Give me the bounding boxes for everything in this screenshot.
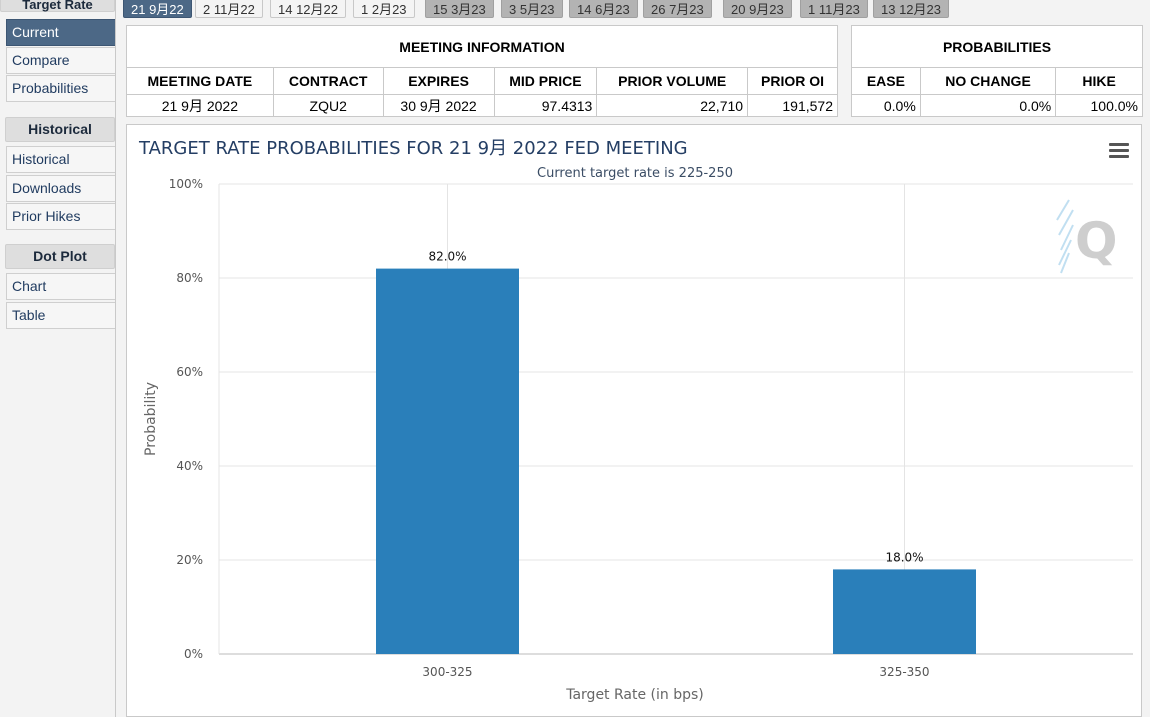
bar-300-325[interactable] [376, 268, 519, 654]
chart-title: TARGET RATE PROBABILITIES FOR 21 9月 2022… [139, 138, 688, 159]
y-tick-label: 60% [176, 365, 203, 379]
col-hike: HIKE [1055, 67, 1143, 95]
bar-325-350[interactable] [833, 569, 976, 654]
y-tick-label: 100% [169, 177, 203, 191]
data-label: 18.0% [885, 550, 923, 564]
chart-subtitle: Current target rate is 225-250 [537, 166, 733, 181]
y-tick-label: 20% [176, 553, 203, 567]
hamburger-menu-icon[interactable] [1109, 143, 1129, 159]
svg-text:Q: Q [1075, 212, 1118, 270]
q-logo-icon: Q [1056, 199, 1118, 274]
meeting-info-table: MEETING INFORMATION MEETING DATE CONTRAC… [126, 25, 838, 117]
cell-meeting-date: 21 9月 2022 [126, 94, 274, 117]
cell-no-change: 0.0% [919, 94, 1057, 117]
cell-expires: 30 9月 2022 [382, 94, 495, 117]
bar-chart: 0% 20% 40% 60% 80% 100% 82.0% 300-325 18.0% 325-3… [143, 177, 1133, 703]
sidebar-item-prior-hikes[interactable]: Prior Hikes [6, 203, 115, 230]
sidebar: Target Rate Current Compare Probabilitie… [0, 0, 116, 717]
sidebar-heading-dot-plot[interactable]: Dot Plot [5, 244, 115, 269]
col-expires: EXPIRES [382, 67, 495, 95]
col-meeting-date: MEETING DATE [126, 67, 274, 95]
y-axis-label: Probability [143, 382, 159, 456]
tab-meeting-5[interactable]: 15 3月23 [425, 0, 494, 18]
col-prior-volume: PRIOR VOLUME [596, 67, 749, 95]
cell-hike: 100.0% [1055, 94, 1143, 117]
probabilities-table: PROBABILITIES EASE NO CHANGE HIKE 0.0% 0… [851, 25, 1143, 117]
sidebar-item-current[interactable]: Current [6, 19, 115, 46]
cell-prior-oi: 191,572 [747, 94, 838, 117]
col-ease: EASE [851, 67, 921, 95]
sidebar-item-compare[interactable]: Compare [6, 47, 115, 74]
cell-prior-volume: 22,710 [596, 94, 749, 117]
col-contract: CONTRACT [272, 67, 384, 95]
meeting-info-title: MEETING INFORMATION [126, 25, 838, 68]
tab-meeting-6[interactable]: 3 5月23 [501, 0, 563, 18]
tab-meeting-4[interactable]: 1 2月23 [353, 0, 415, 18]
data-label: 82.0% [428, 250, 466, 264]
x-tick-label: 325-350 [879, 665, 929, 679]
sidebar-item-chart[interactable]: Chart [6, 273, 115, 300]
cell-contract: ZQU2 [272, 94, 384, 117]
sidebar-item-probabilities[interactable]: Probabilities [6, 75, 115, 102]
y-tick-label: 0% [184, 647, 203, 661]
tab-meeting-7[interactable]: 14 6月23 [569, 0, 638, 18]
tab-meeting-11[interactable]: 13 12月23 [873, 0, 949, 18]
sidebar-item-table[interactable]: Table [6, 302, 115, 329]
table-row: 21 9月 2022 ZQU2 30 9月 2022 97.4313 22,71… [126, 94, 838, 117]
col-no-change: NO CHANGE [919, 67, 1057, 95]
tab-meeting-2[interactable]: 2 11月22 [195, 0, 263, 18]
tab-meeting-1[interactable]: 21 9月22 [123, 0, 192, 18]
tab-meeting-3[interactable]: 14 12月22 [270, 0, 346, 18]
sidebar-heading-historical[interactable]: Historical [5, 117, 115, 142]
chart-panel: TARGET RATE PROBABILITIES FOR 21 9月 2022… [126, 124, 1142, 717]
y-tick-label: 40% [176, 459, 203, 473]
cell-ease: 0.0% [851, 94, 921, 117]
sidebar-heading-target-rate[interactable]: Target Rate [0, 0, 115, 12]
col-prior-oi: PRIOR OI [747, 67, 838, 95]
x-axis-label: Target Rate (in bps) [565, 687, 704, 703]
sidebar-item-historical[interactable]: Historical [6, 146, 115, 173]
sidebar-item-downloads[interactable]: Downloads [6, 175, 115, 202]
table-row: 0.0% 0.0% 100.0% [851, 94, 1143, 117]
tab-meeting-8[interactable]: 26 7月23 [643, 0, 712, 18]
y-tick-label: 80% [176, 271, 203, 285]
probabilities-title: PROBABILITIES [851, 25, 1143, 68]
col-mid-price: MID PRICE [493, 67, 598, 95]
x-tick-label: 300-325 [422, 665, 472, 679]
tab-meeting-10[interactable]: 1 11月23 [800, 0, 868, 18]
tab-meeting-9[interactable]: 20 9月23 [723, 0, 792, 18]
cell-mid-price: 97.4313 [493, 94, 598, 117]
